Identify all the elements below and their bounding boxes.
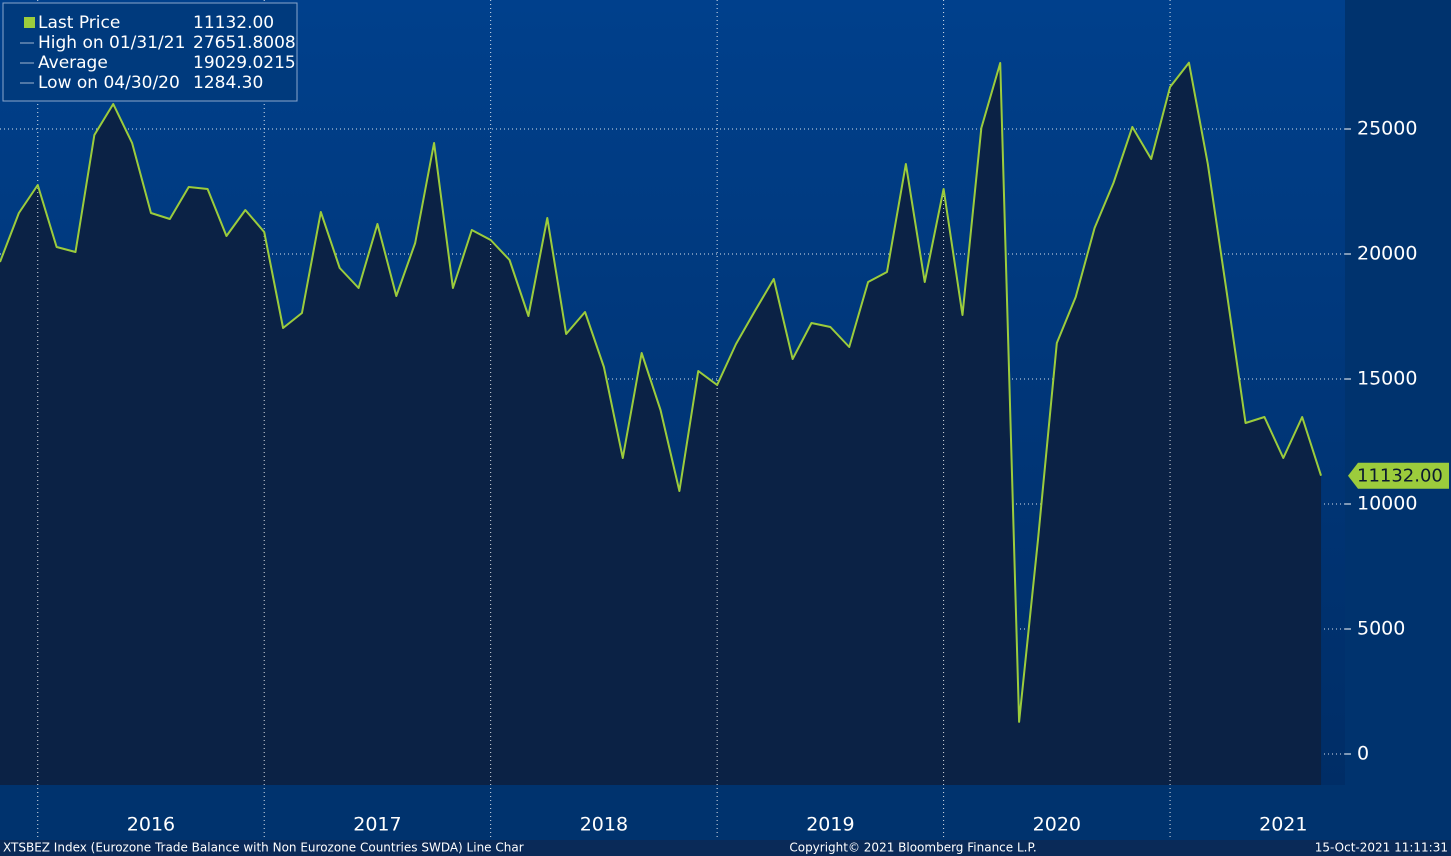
x-tick-label: 2017: [353, 814, 401, 836]
legend-value: 1284.30: [193, 73, 263, 93]
x-tick-label: 2018: [580, 814, 628, 836]
series-area: [0, 62, 1322, 785]
y-tick-label: 15000: [1357, 368, 1417, 390]
footer-right: 15-Oct-2021 11:11:31: [1315, 841, 1448, 855]
x-tick-label: 2019: [806, 814, 854, 836]
y-tick-label: 10000: [1357, 493, 1417, 515]
x-tick-label: 2016: [127, 814, 175, 836]
footer-bar: [0, 840, 1451, 856]
legend: Last Price 11132.00 High on 01/31/21 27651.…: [2, 2, 298, 102]
legend-value: 27651.8008: [193, 33, 296, 53]
legend-label: Low on 04/30/20: [38, 73, 180, 93]
legend-swatch: [24, 17, 35, 28]
legend-label: High on 01/31/21: [38, 33, 185, 53]
y-tick-label: 25000: [1357, 118, 1417, 140]
legend-label: Last Price: [38, 13, 120, 33]
legend-value: 19029.0215: [193, 53, 296, 73]
x-tick-label: 2021: [1259, 814, 1307, 836]
footer-center: Copyright© 2021 Bloomberg Finance L.P.: [789, 841, 1036, 855]
y-tick-label: 20000: [1357, 243, 1417, 265]
legend-box: [2, 2, 298, 102]
footer-left: XTSBEZ Index (Eurozone Trade Balance wit…: [3, 841, 524, 855]
y-tick-label: 0: [1357, 743, 1369, 765]
series-line: [0, 61, 1322, 723]
x-tick-label: 2020: [1033, 814, 1081, 836]
y-tick-label: 5000: [1357, 618, 1405, 640]
plot: 0 5000 10000 15000 20000 25000 11132.00 2016 201…: [0, 0, 1449, 838]
last-price-tag: [1348, 462, 1449, 489]
legend-label: Average: [38, 53, 108, 73]
last-price-label: 11132.00: [1357, 466, 1443, 487]
legend-value: 11132.00: [193, 13, 274, 33]
